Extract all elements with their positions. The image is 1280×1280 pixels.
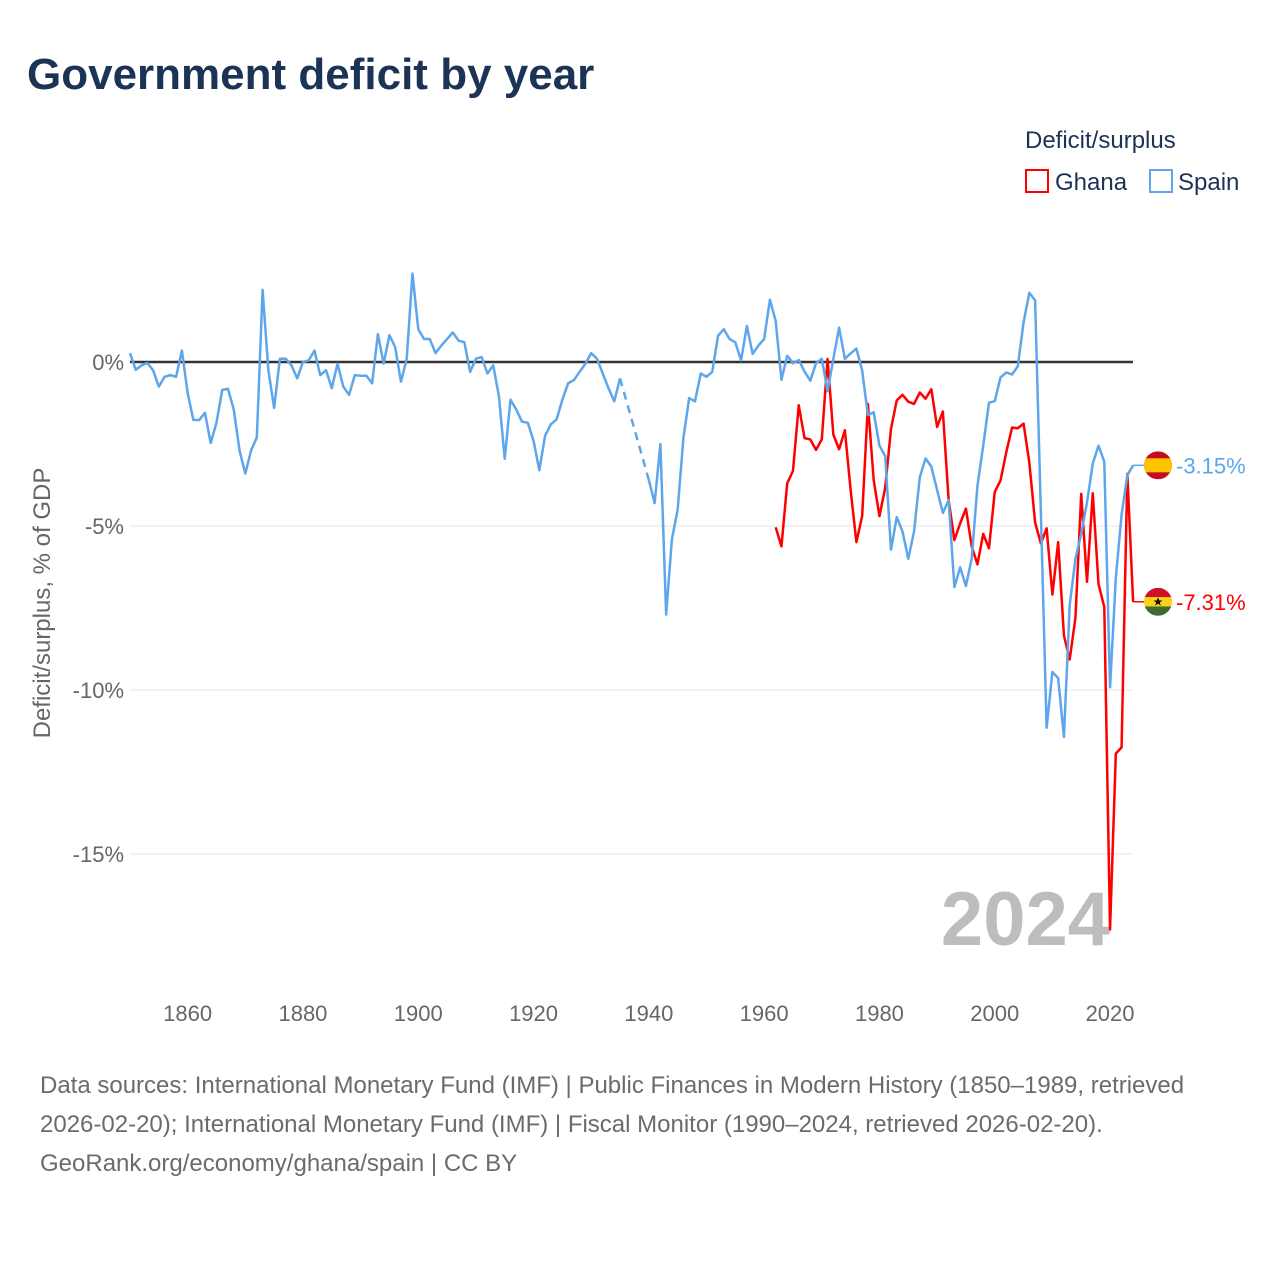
series-gap-dashed [618,378,651,481]
legend-swatch-ghana[interactable] [1025,169,1049,193]
series-line-spain [647,291,1135,739]
y-tick-label: -10% [73,678,124,703]
x-tick-label: 2020 [1086,1001,1135,1026]
y-tick-label: -5% [85,514,124,539]
x-tick-label: 1900 [394,1001,443,1026]
gridlines [130,360,1133,855]
series-line-spain [128,272,622,475]
series-spain [128,272,1135,739]
y-tick-label: 0% [92,350,124,375]
ghana-flag-icon [1144,587,1172,616]
data-sources: Data sources: International Monetary Fun… [40,1072,1185,1138]
series-ghana [774,357,1135,931]
series-line-ghana [774,357,1135,931]
x-tick-labels: 1860 1880 1900 1920 1940 1960 1980 2000 2020 [163,1001,1134,1026]
y-tick-labels: 0% -5% -10% -15% [73,350,124,867]
y-tick-label: -15% [73,842,124,867]
credit-link[interactable]: GeoRank.org/economy/ghana/spain | CC BY [40,1150,518,1177]
legend-swatch-spain[interactable] [1149,169,1173,193]
x-tick-label: 1920 [509,1001,558,1026]
year-watermark: 2024 [941,877,1110,962]
legend: Deficit/surplus Ghana Spain [1025,127,1239,196]
legend-label-spain[interactable]: Spain [1178,169,1239,196]
x-tick-label: 1860 [163,1001,212,1026]
footer: Data sources: International Monetary Fun… [40,1066,1240,1183]
end-labels: -7.31% -3.15% [1133,451,1246,616]
y-axis-label: Deficit/surplus, % of GDP [29,468,56,739]
chart-title: Government deficit by year [27,50,595,99]
x-tick-label: 1960 [740,1001,789,1026]
x-tick-label: 1940 [624,1001,673,1026]
series-lines [128,272,1135,931]
end-value-label-spain: -3.15% [1176,453,1246,478]
x-tick-label: 1880 [278,1001,327,1026]
legend-label-ghana[interactable]: Ghana [1055,169,1128,196]
spain-flag-icon [1144,451,1172,480]
end-value-label-ghana: -7.31% [1176,590,1246,615]
x-tick-label: 1980 [855,1001,904,1026]
x-tick-label: 2000 [970,1001,1019,1026]
legend-title: Deficit/surplus [1025,127,1176,154]
